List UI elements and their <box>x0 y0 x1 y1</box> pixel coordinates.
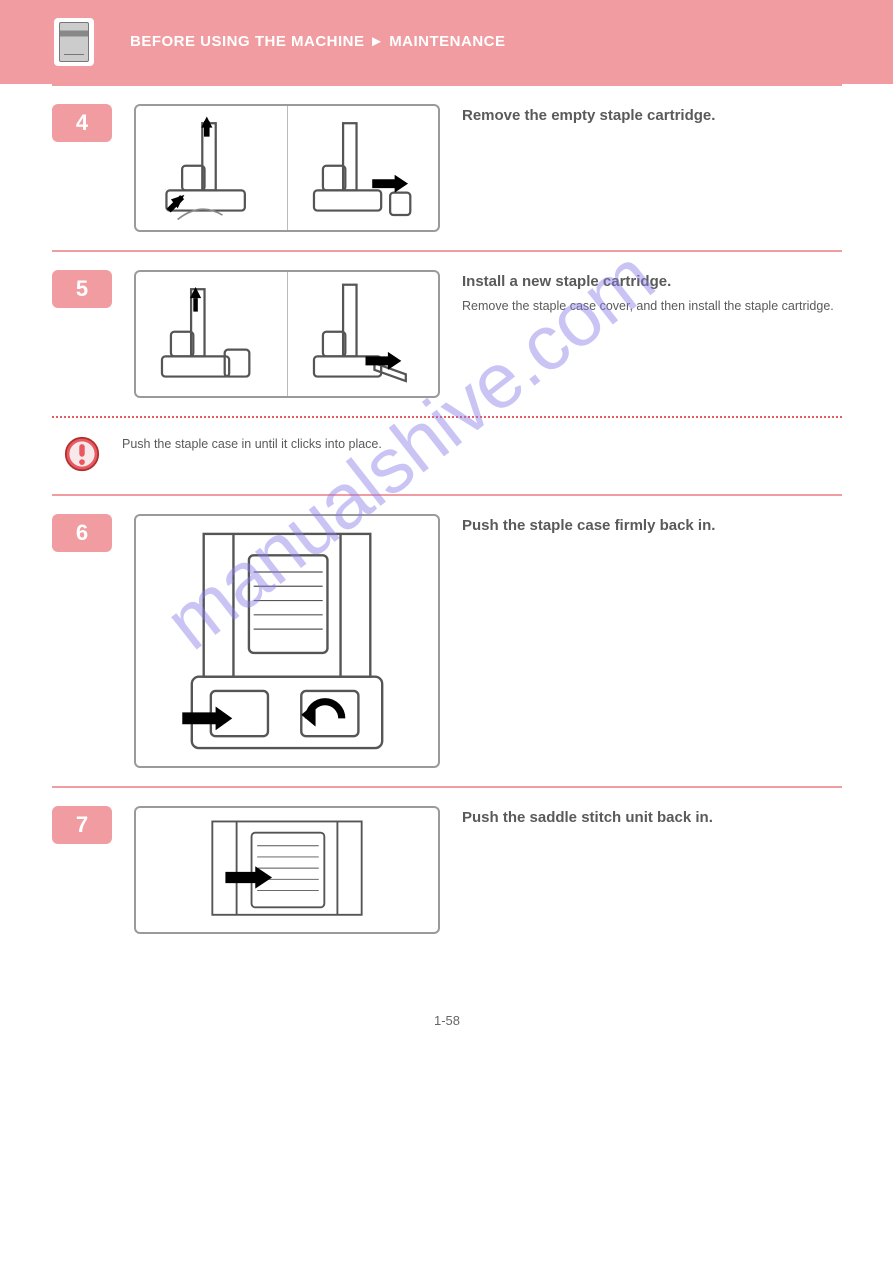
header-title: BEFORE USING THE MACHINE ► MAINTENANCE <box>130 32 506 52</box>
step-figure <box>134 104 440 232</box>
caution-text: Push the staple case in until it clicks … <box>122 436 842 453</box>
step-desc: Remove the staple case cover, and then i… <box>462 298 842 315</box>
step-number: 7 <box>52 806 112 844</box>
step-text: Remove the empty staple cartridge. <box>462 104 842 232</box>
caution-block: Push the staple case in until it clicks … <box>52 418 842 494</box>
step-number: 6 <box>52 514 112 552</box>
push-case-icon <box>142 522 432 760</box>
page-number: 1-58 <box>52 1012 842 1030</box>
step-title: Install a new staple cartridge. <box>462 272 842 292</box>
step-figure <box>134 514 440 768</box>
step-figure <box>134 806 440 934</box>
step-text: Push the saddle stitch unit back in. <box>462 806 842 934</box>
printer-icon <box>52 16 96 68</box>
page-content: manualshive.com 4 <box>52 84 842 1230</box>
step-text: Push the staple case firmly back in. <box>462 514 842 768</box>
push-unit-icon <box>142 814 432 926</box>
header-bar: BEFORE USING THE MACHINE ► MAINTENANCE <box>0 0 893 84</box>
step-number: 5 <box>52 270 112 308</box>
step-title: Remove the empty staple cartridge. <box>462 106 842 126</box>
step-block: 7 Push the saddle stitch unit back in <box>52 788 842 952</box>
step-title: Push the staple case firmly back in. <box>462 516 842 536</box>
caution-icon <box>64 436 100 472</box>
cartridge-remove-icon <box>294 112 433 224</box>
step-title: Push the saddle stitch unit back in. <box>462 808 842 828</box>
step-block: 4 <box>52 86 842 250</box>
step-block: 6 <box>52 496 842 786</box>
cartridge-install-icon <box>142 278 281 390</box>
step-figure <box>134 270 440 398</box>
cartridge-diagram-icon <box>142 112 281 224</box>
step-block: 5 <box>52 252 842 416</box>
step-number: 4 <box>52 104 112 142</box>
cover-remove-icon <box>294 278 433 390</box>
step-text: Install a new staple cartridge. Remove t… <box>462 270 842 398</box>
